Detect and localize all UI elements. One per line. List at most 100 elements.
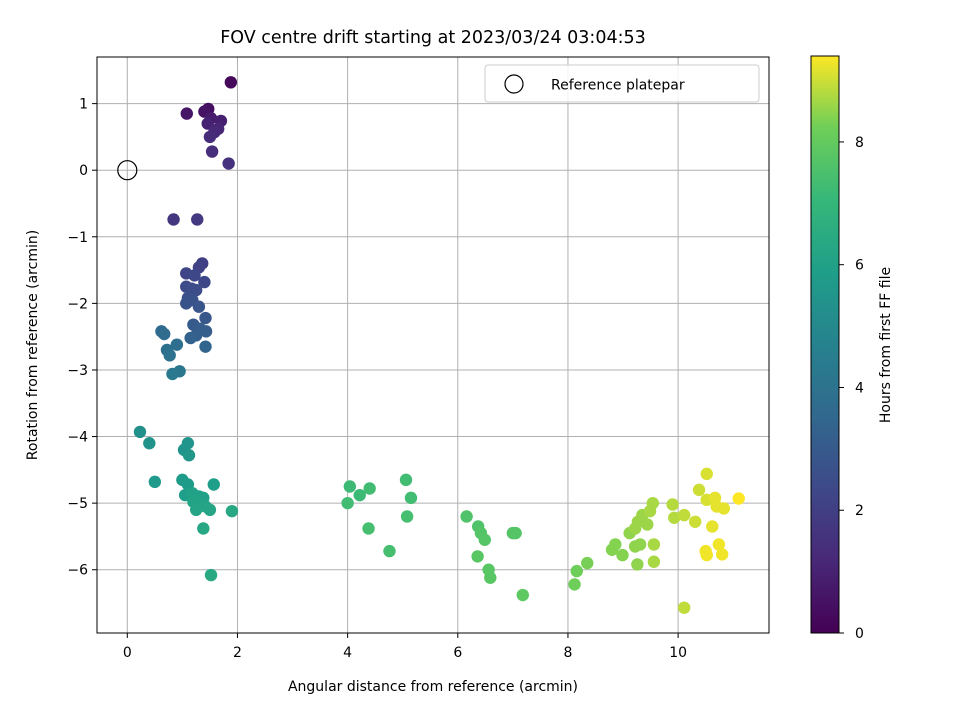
data-point bbox=[568, 578, 581, 591]
y-tick-label: −3 bbox=[67, 363, 88, 379]
data-point bbox=[668, 511, 681, 524]
grid bbox=[97, 57, 769, 633]
colorbar-tick-label: 2 bbox=[855, 503, 864, 519]
data-point bbox=[700, 467, 713, 481]
data-point bbox=[158, 327, 171, 341]
data-point bbox=[167, 213, 180, 226]
data-point bbox=[717, 502, 731, 515]
chart-title: FOV centre drift starting at 2023/03/24 … bbox=[220, 28, 646, 48]
colorbar-tick-label: 8 bbox=[855, 135, 864, 151]
data-point bbox=[581, 556, 594, 570]
data-point bbox=[204, 568, 218, 582]
data-point bbox=[509, 526, 522, 540]
data-point bbox=[570, 564, 583, 578]
x-tick-label: 6 bbox=[453, 645, 462, 661]
x-tick-label: 2 bbox=[233, 645, 242, 661]
data-point bbox=[182, 449, 196, 462]
data-point bbox=[222, 157, 235, 170]
reference-platepar-marker bbox=[117, 160, 138, 181]
reference-marker-layer bbox=[117, 160, 138, 181]
data-point bbox=[189, 503, 203, 517]
legend-box bbox=[484, 64, 760, 103]
data-point bbox=[399, 473, 413, 487]
data-point bbox=[478, 533, 491, 546]
y-tick-label: 1 bbox=[79, 97, 88, 113]
data-point bbox=[460, 510, 473, 523]
data-point bbox=[616, 548, 629, 562]
x-tick-label: 0 bbox=[123, 645, 132, 661]
data-point bbox=[133, 425, 147, 439]
y-tick-label: −4 bbox=[67, 430, 88, 446]
data-point bbox=[148, 475, 162, 489]
colorbar-tick-label: 0 bbox=[855, 626, 864, 642]
y-tick-label: −2 bbox=[67, 296, 88, 312]
data-point bbox=[677, 508, 691, 522]
data-point bbox=[166, 367, 179, 381]
data-point bbox=[199, 340, 212, 353]
y-axis-ticks: 1 0 −1 −2 −3 −4 −5 −6 bbox=[67, 97, 97, 579]
y-tick-label: 0 bbox=[79, 163, 88, 179]
data-point bbox=[641, 518, 654, 531]
legend-entry-label: Reference platepar bbox=[551, 78, 685, 94]
data-point bbox=[484, 571, 497, 584]
data-point bbox=[688, 515, 702, 528]
legend: Reference platepar bbox=[484, 64, 760, 103]
data-point bbox=[647, 555, 661, 568]
data-point bbox=[180, 107, 193, 120]
x-tick-label: 10 bbox=[669, 645, 687, 661]
x-axis-ticks: 0 2 4 6 8 10 bbox=[123, 633, 687, 661]
y-axis-label: Rotation from reference (arcmin) bbox=[25, 230, 41, 460]
colorbar-ticks: 0 2 4 6 8 bbox=[839, 135, 864, 642]
data-point bbox=[647, 538, 661, 551]
data-point bbox=[383, 544, 396, 558]
data-point bbox=[609, 538, 622, 551]
x-axis-label: Angular distance from reference (arcmin) bbox=[288, 679, 578, 695]
data-point bbox=[631, 558, 644, 571]
data-point bbox=[362, 522, 375, 535]
y-tick-label: −1 bbox=[67, 230, 88, 246]
legend-reference-marker-icon bbox=[504, 74, 524, 94]
data-point bbox=[700, 548, 713, 562]
data-point bbox=[692, 483, 706, 497]
data-point bbox=[225, 504, 239, 518]
y-tick-label: −5 bbox=[67, 496, 88, 512]
data-point bbox=[143, 437, 156, 450]
colorbar-tick-label: 4 bbox=[855, 380, 864, 396]
data-point bbox=[400, 510, 414, 523]
colorbar: 0 2 4 6 8 Hours from first FF file bbox=[810, 55, 894, 642]
data-point bbox=[197, 522, 210, 535]
plot-area-frame bbox=[96, 56, 770, 634]
colorbar-tick-label: 6 bbox=[855, 258, 864, 274]
data-point bbox=[189, 283, 203, 297]
data-point bbox=[715, 548, 729, 561]
data-point bbox=[404, 491, 418, 505]
data-point bbox=[201, 117, 214, 130]
data-point bbox=[353, 488, 366, 502]
data-point bbox=[633, 538, 647, 551]
data-point bbox=[363, 482, 376, 495]
colorbar-label: Hours from first FF file bbox=[878, 267, 894, 423]
data-point bbox=[646, 496, 659, 510]
data-point bbox=[341, 496, 354, 510]
x-tick-label: 4 bbox=[343, 645, 352, 661]
data-point bbox=[343, 480, 357, 493]
data-point bbox=[198, 275, 211, 289]
data-point bbox=[199, 325, 213, 338]
data-point bbox=[471, 550, 484, 563]
y-tick-label: −6 bbox=[67, 563, 88, 579]
data-point bbox=[666, 498, 679, 511]
data-point bbox=[207, 478, 220, 491]
x-tick-label: 8 bbox=[563, 645, 572, 661]
data-point bbox=[191, 213, 204, 226]
data-point bbox=[180, 297, 193, 310]
scatter-points bbox=[133, 76, 745, 614]
data-point bbox=[192, 300, 206, 313]
data-point bbox=[184, 331, 197, 345]
data-point bbox=[170, 338, 184, 351]
data-point bbox=[712, 538, 726, 551]
data-point bbox=[188, 269, 201, 282]
data-point bbox=[224, 76, 238, 89]
data-point bbox=[516, 588, 529, 602]
data-point bbox=[203, 130, 217, 144]
